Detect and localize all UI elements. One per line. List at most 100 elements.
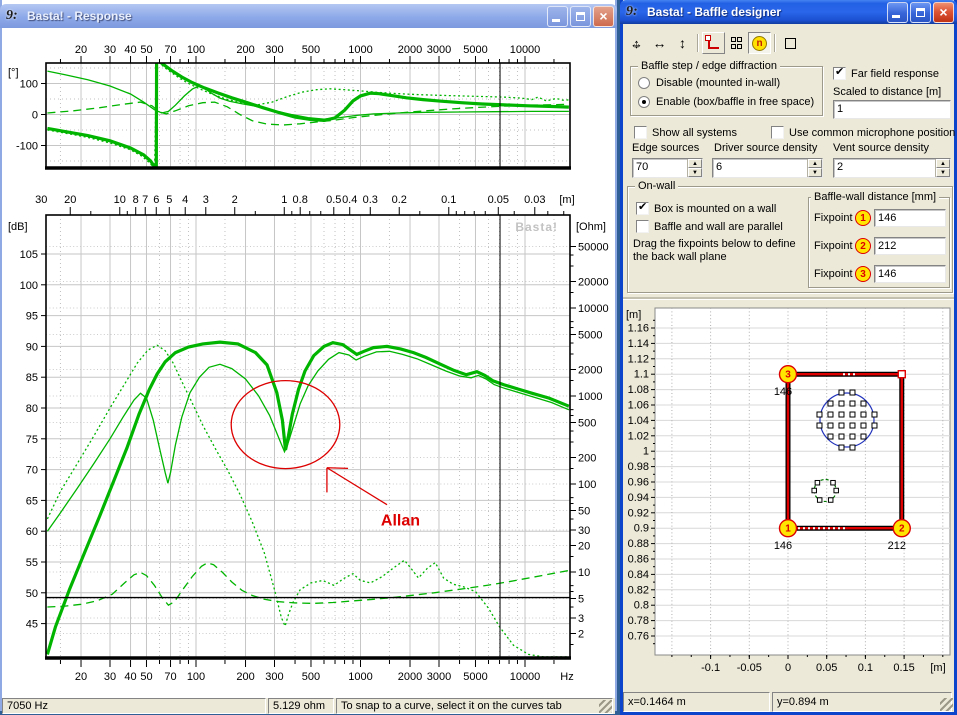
spinner-value[interactable]: 6 xyxy=(713,159,807,177)
fixpoint-2-input[interactable]: 212 xyxy=(874,237,946,255)
maximize-button[interactable] xyxy=(910,2,931,23)
vent-density-spinner[interactable]: 2 ▲▼ xyxy=(833,158,951,178)
grid-icon xyxy=(730,37,743,50)
chevron-down-icon[interactable]: ▼ xyxy=(936,168,950,177)
horizontal-tool-button[interactable] xyxy=(648,32,671,54)
rect-tool-button[interactable] xyxy=(779,32,802,54)
svg-text:55: 55 xyxy=(26,557,38,569)
horizontal-arrow-icon xyxy=(653,35,667,51)
resize-grip[interactable] xyxy=(940,698,953,711)
svg-text:-0.05: -0.05 xyxy=(737,662,762,674)
maximize-button[interactable] xyxy=(570,6,591,27)
baffle-diagram[interactable]: 1.161.141.121.11.081.061.041.0210.980.96… xyxy=(623,297,954,690)
origin-tool-button[interactable] xyxy=(702,32,725,54)
close-button[interactable]: × xyxy=(593,6,614,27)
svg-text:0.94: 0.94 xyxy=(628,492,649,504)
svg-text:0.3: 0.3 xyxy=(363,194,378,206)
minimize-button[interactable] xyxy=(887,2,908,23)
checkbox-icon[interactable] xyxy=(634,126,647,139)
fixpoint-hint-line2: the back wall plane xyxy=(633,251,727,264)
status-frequency: 7050 Hz xyxy=(2,698,266,714)
svg-text:8: 8 xyxy=(133,194,139,206)
svg-text:100: 100 xyxy=(578,479,596,491)
svg-text:30: 30 xyxy=(104,44,116,56)
svg-text:90: 90 xyxy=(26,341,38,353)
spinner-value[interactable]: 70 xyxy=(633,159,687,177)
svg-text:Allan: Allan xyxy=(381,513,420,530)
checkbox-checked-icon[interactable] xyxy=(636,202,649,215)
svg-text:30: 30 xyxy=(578,525,590,537)
svg-text:0.2: 0.2 xyxy=(392,194,407,206)
svg-text:10000: 10000 xyxy=(510,44,541,56)
svg-text:20: 20 xyxy=(75,671,87,683)
edge-sources-label: Edge sources xyxy=(632,142,699,155)
svg-text:70: 70 xyxy=(164,44,176,56)
svg-text:0.78: 0.78 xyxy=(628,615,649,627)
svg-text:20: 20 xyxy=(64,194,76,206)
spinner-value[interactable]: 2 xyxy=(834,159,935,177)
svg-text:30: 30 xyxy=(104,671,116,683)
svg-text:300: 300 xyxy=(265,671,283,683)
scaled-distance-input[interactable]: 1 xyxy=(833,100,951,119)
svg-text:10: 10 xyxy=(578,567,590,579)
baffle-titlebar[interactable]: 9: Basta! - Baffle designer × xyxy=(620,0,957,24)
svg-text:1.02: 1.02 xyxy=(628,430,649,442)
svg-text:75: 75 xyxy=(26,434,38,446)
radio-disable-inwall[interactable]: Disable (mounted in-wall) xyxy=(638,77,780,89)
box-on-wall-checkbox[interactable]: Box is mounted on a wall xyxy=(636,202,776,215)
svg-text:0.03: 0.03 xyxy=(524,194,545,206)
response-titlebar[interactable]: 9: Basta! - Response × xyxy=(0,4,617,28)
checkbox-icon[interactable] xyxy=(771,126,784,139)
vertical-tool-button[interactable] xyxy=(671,32,694,54)
move-icon xyxy=(629,35,645,51)
svg-text:2: 2 xyxy=(232,194,238,206)
svg-text:10000: 10000 xyxy=(510,671,541,683)
show-all-systems-checkbox[interactable]: Show all systems xyxy=(634,126,737,139)
baffle-parallel-checkbox[interactable]: Baffle and wall are parallel xyxy=(636,220,783,233)
checkbox-icon[interactable] xyxy=(636,220,649,233)
radio-enable-freespace[interactable]: Enable (box/baffle in free space) xyxy=(638,96,814,108)
svg-text:105: 105 xyxy=(20,249,38,261)
svg-text:1000: 1000 xyxy=(348,671,372,683)
svg-text:30: 30 xyxy=(35,194,47,206)
annotation-ellipse: Allan xyxy=(231,381,420,530)
close-button[interactable]: × xyxy=(933,2,954,23)
chevron-down-icon[interactable]: ▼ xyxy=(688,168,702,177)
minimize-button[interactable] xyxy=(547,6,568,27)
basta-app-icon: 9: xyxy=(6,8,23,24)
status-hint: To snap to a curve, select it on the cur… xyxy=(336,698,613,714)
normal-tool-button[interactable]: n xyxy=(748,32,771,54)
svg-text:100: 100 xyxy=(20,280,38,292)
fixpoint-1-input[interactable]: 146 xyxy=(874,209,946,227)
chevron-up-icon[interactable]: ▲ xyxy=(808,159,822,168)
svg-text:212: 212 xyxy=(888,540,906,552)
svg-text:100: 100 xyxy=(187,44,205,56)
response-charts[interactable]: 2030405070100200300500100020003000500010… xyxy=(3,28,614,698)
fixpoint-3-input[interactable]: 146 xyxy=(874,265,946,283)
baffle-corner-handle[interactable] xyxy=(898,371,905,378)
svg-text:2000: 2000 xyxy=(578,365,602,377)
svg-text:500: 500 xyxy=(578,417,596,429)
vertical-arrow-icon xyxy=(679,35,686,51)
checkbox-checked-icon[interactable] xyxy=(833,67,846,80)
svg-text:0.84: 0.84 xyxy=(628,569,649,581)
driver-density-spinner[interactable]: 6 ▲▼ xyxy=(712,158,823,178)
radio-icon-selected[interactable] xyxy=(638,96,650,108)
svg-text:500: 500 xyxy=(302,671,320,683)
svg-text:5000: 5000 xyxy=(463,44,487,56)
radio-icon[interactable] xyxy=(638,77,650,89)
n-circle-icon: n xyxy=(752,36,767,51)
chevron-down-icon[interactable]: ▼ xyxy=(808,168,822,177)
far-field-checkbox[interactable]: Far field response xyxy=(833,67,939,80)
svg-text:50: 50 xyxy=(140,44,152,56)
edge-sources-spinner[interactable]: 70 ▲▼ xyxy=(632,158,703,178)
chevron-up-icon[interactable]: ▲ xyxy=(688,159,702,168)
common-mic-checkbox[interactable]: Use common microphone position xyxy=(771,126,955,139)
svg-text:3: 3 xyxy=(578,613,584,625)
chevron-up-icon[interactable]: ▲ xyxy=(936,159,950,168)
move-tool-button[interactable] xyxy=(625,32,648,54)
svg-text:0.9: 0.9 xyxy=(634,523,649,535)
status-impedance: 5.129 ohm xyxy=(268,698,334,714)
grid-tool-button[interactable] xyxy=(725,32,748,54)
resize-grip[interactable] xyxy=(599,700,612,713)
